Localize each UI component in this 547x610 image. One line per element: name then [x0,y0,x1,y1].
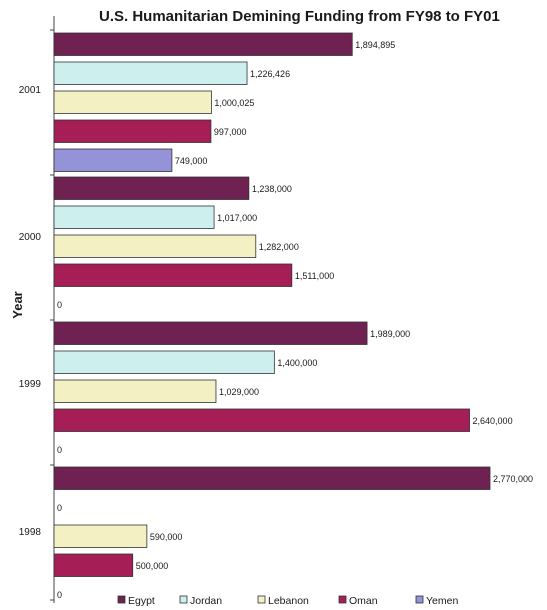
y-axis-label: Year [10,291,25,318]
data-label: 0 [57,503,62,513]
data-label: 1,017,000 [217,213,257,223]
bar-egypt [53,176,250,200]
y-tick-label: 2001 [19,85,42,96]
y-tick-label: 2000 [19,232,42,243]
data-label: 749,000 [175,156,208,166]
bar-jordan [53,205,215,229]
legend-label-yemen: Yemen [426,595,458,607]
data-label: 0 [57,300,62,310]
bar-lebanon [53,234,257,258]
data-label: 0 [57,445,62,455]
legend-label-oman: Oman [349,595,378,607]
data-label: 2,770,000 [493,474,533,484]
legend: Egypt Jordan Lebanon Oman Yemen [117,595,458,607]
bar-jordan [53,350,275,374]
bar-oman [53,263,293,287]
bar-oman [53,119,212,143]
data-label: 997,000 [214,127,247,137]
chart-title: U.S. Humanitarian Demining Funding from … [99,8,500,25]
data-label: 1,029,000 [219,387,259,397]
data-label: 0 [57,590,62,600]
bar-egypt [53,32,353,56]
legend-swatch-lebanon [257,595,266,604]
bar-oman [53,408,470,432]
y-tick-label: 1999 [19,379,42,390]
data-label: 1,989,000 [370,329,410,339]
data-label: 1,000,025 [214,98,254,108]
data-label: 1,238,000 [252,184,292,194]
bar-lebanon [53,379,217,403]
data-label: 1,894,895 [355,40,395,50]
legend-label-jordan: Jordan [190,595,222,607]
bar-jordan [53,61,248,85]
legend-label-lebanon: Lebanon [268,595,309,607]
bar-yemen [53,148,173,172]
y-tick-label: 1998 [19,527,42,538]
legend-swatch-yemen [415,595,424,604]
data-label: 1,400,000 [277,358,317,368]
data-label: 1,511,000 [295,271,334,281]
data-label: 1,226,426 [250,69,290,79]
bar-lebanon [53,524,148,548]
data-label: 500,000 [136,561,169,571]
data-label: 590,000 [150,532,183,542]
data-label: 1,282,000 [259,242,299,252]
data-label: 2,640,000 [473,416,513,426]
legend-label-egypt: Egypt [128,595,155,607]
legend-swatch-oman [338,595,347,604]
bar-lebanon [53,90,212,114]
legend-swatch-jordan [179,595,188,604]
bar-egypt [53,321,368,345]
plot-area: 2001 2000 1999 1998 1,894,895 1,226,426 1,000,… [19,16,533,603]
legend-swatch-egypt [117,595,126,604]
bar-egypt [53,466,491,490]
bar-oman [53,553,134,577]
